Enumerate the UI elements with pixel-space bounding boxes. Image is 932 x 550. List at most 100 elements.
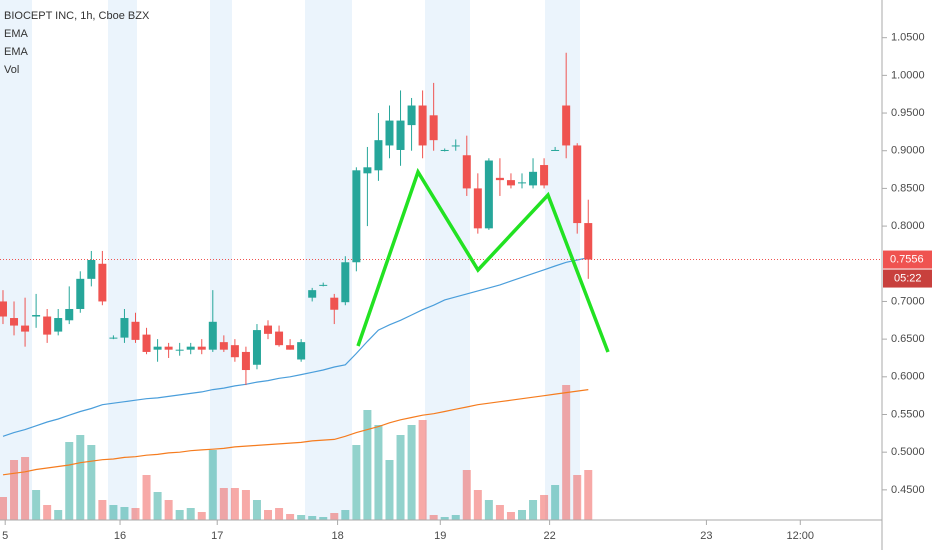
volume-bar <box>175 510 184 520</box>
y-tick-label: 0.8000 <box>891 220 925 232</box>
volume-bar <box>418 420 427 520</box>
candle-body <box>407 105 416 126</box>
y-tick-label: 1.0000 <box>891 69 925 81</box>
volume-bar <box>385 460 394 520</box>
indicator-name: EMA <box>4 28 29 40</box>
volume-bar <box>252 500 261 520</box>
volume-bar <box>264 510 273 520</box>
candle-body <box>109 337 118 339</box>
countdown-label: 05:22 <box>894 272 922 284</box>
volume-bar <box>275 508 284 520</box>
volume-bar <box>551 485 560 520</box>
candle-body <box>396 120 405 150</box>
candle-body <box>252 330 261 365</box>
candle-body <box>308 290 317 298</box>
x-tick-label: 18 <box>331 530 343 542</box>
volume-bar <box>219 488 228 520</box>
volume-bar <box>109 505 118 520</box>
y-tick-label: 1.0500 <box>891 32 925 44</box>
volume-bar <box>584 470 593 520</box>
candle-body <box>540 165 549 186</box>
volume-bar <box>308 516 317 520</box>
y-tick-label: 0.6000 <box>891 371 925 383</box>
volume-bar <box>462 470 471 520</box>
volume-bar <box>0 497 7 520</box>
axes: 1.0500 1.0000 0.9500 0.9000 0.8500 0.8000 0.70… <box>2 32 932 542</box>
volume-bar <box>341 510 350 520</box>
time-axis-bg <box>0 520 882 550</box>
candle-body <box>120 318 129 338</box>
volume-bar <box>164 500 173 520</box>
candle-body <box>21 325 30 332</box>
candle-body <box>142 334 151 352</box>
volume-bar <box>120 507 129 520</box>
candle-body <box>319 284 328 286</box>
candle-body <box>175 349 184 351</box>
x-tick-label: 23 <box>700 530 712 542</box>
volume-bar <box>76 435 85 520</box>
volume-bar <box>319 517 328 520</box>
indicator-name: EMA <box>4 46 29 58</box>
x-tick-label: 5 <box>2 530 8 542</box>
volume-bar <box>330 513 339 520</box>
volume-bar <box>153 492 162 520</box>
candle-body <box>418 105 427 146</box>
ema-line <box>2 257 589 437</box>
candle-layer <box>0 52 593 386</box>
volume-bar <box>54 510 63 520</box>
candle-body <box>275 331 284 346</box>
volume-bar <box>440 517 449 520</box>
volume-bar <box>573 475 582 520</box>
candle-body <box>562 105 571 146</box>
volume-bar <box>230 488 239 520</box>
candle-body <box>341 262 350 303</box>
candle-body <box>573 145 582 224</box>
candle-body <box>264 325 273 334</box>
ema-line <box>2 389 589 476</box>
candle-body <box>153 346 162 350</box>
candle-body <box>429 115 438 141</box>
candle-body <box>32 315 41 317</box>
y-tick-label: 0.9000 <box>891 145 925 157</box>
candle-body <box>440 149 449 151</box>
drawing-zigzag <box>356 167 610 353</box>
x-tick-label: 16 <box>114 530 126 542</box>
candle-body <box>197 346 206 350</box>
candle-body <box>0 301 7 317</box>
candle-body <box>164 346 173 350</box>
volume-bar <box>286 514 295 520</box>
volume-bar <box>396 435 405 520</box>
candle-body <box>352 170 361 263</box>
candle-body <box>131 321 140 340</box>
volume-bar <box>374 425 383 520</box>
candle-body <box>529 171 538 186</box>
y-tick-label: 0.5500 <box>891 408 925 420</box>
volume-bar <box>451 515 460 520</box>
volume-bar <box>21 457 30 520</box>
chart-title: BIOCEPT INC, 1h, Cboe BZX <box>4 10 150 22</box>
last-price-box <box>883 250 932 269</box>
volume-bar <box>10 460 19 520</box>
candle-body <box>584 223 593 260</box>
volume-bar <box>197 512 206 520</box>
volume-bar <box>142 475 151 520</box>
volume-bar <box>43 505 52 520</box>
candle-body <box>484 160 493 229</box>
volume-layer <box>0 385 593 520</box>
x-tick-label: 22 <box>543 530 555 542</box>
candle-body <box>43 316 52 335</box>
volume-bar <box>540 495 549 520</box>
candle-body <box>385 120 394 146</box>
volume-bar <box>98 500 107 520</box>
candle-body <box>87 260 96 279</box>
candle-body <box>98 263 107 302</box>
volume-bar <box>495 505 504 520</box>
candle-body <box>230 345 239 358</box>
volume-bar <box>352 445 361 520</box>
volume-bar <box>241 490 250 520</box>
y-tick-label: 0.6500 <box>891 333 925 345</box>
candle-body <box>297 342 306 360</box>
candle-body <box>506 180 515 186</box>
volume-bar <box>506 512 515 520</box>
